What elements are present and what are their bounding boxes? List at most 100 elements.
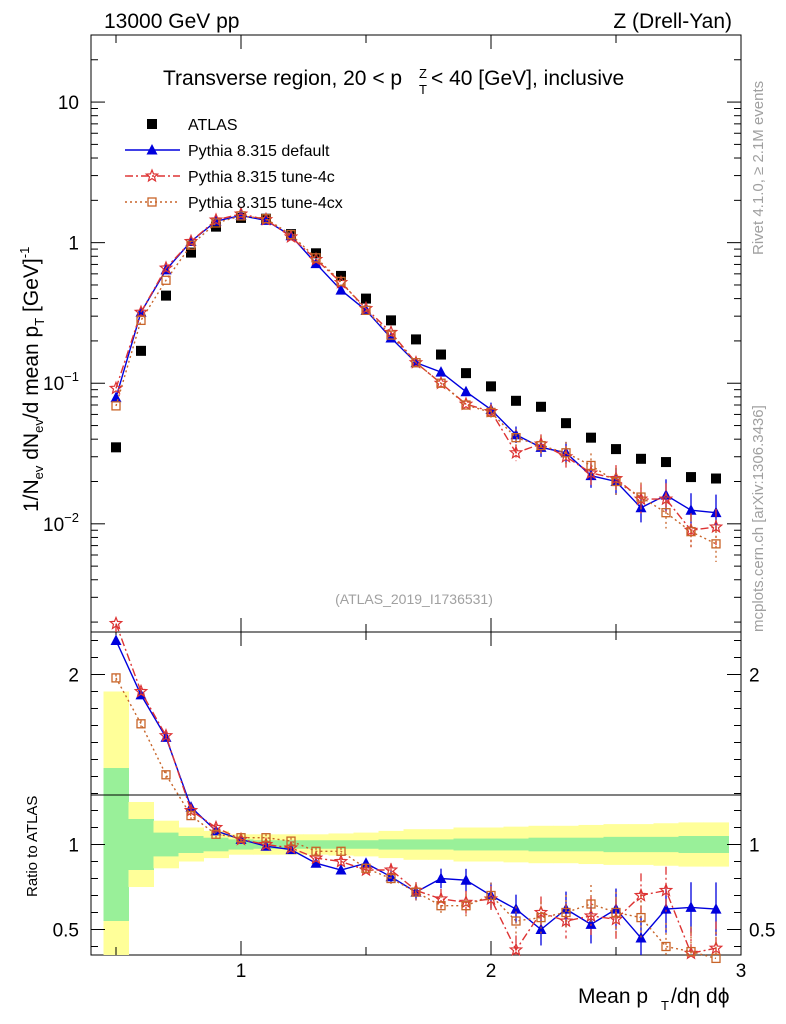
data-point-atlas <box>636 453 646 464</box>
ratio-point-pythia-8-315-tune-4cx <box>661 941 671 952</box>
main-y-tick-label: 1 <box>68 234 79 255</box>
data-point-pythia-8-315-tune-4cx <box>711 539 721 549</box>
data-point-pythia-8-315-tune-4cx <box>586 460 596 471</box>
inner-uncertainty-band <box>103 768 129 921</box>
data-point-pythia-8-315-tune-4cx <box>161 275 171 285</box>
series-line-pythia-8-315-tune-4c <box>115 213 717 531</box>
ratio-point-pythia-8-315-tune-4cx <box>211 829 221 839</box>
data-point-pythia-8-315-tune-4c <box>658 491 674 506</box>
legend-marker-pythia-8-315-tune-4c <box>144 168 160 183</box>
ratio-point-pythia-8-315-default <box>585 918 597 929</box>
ratio-point-pythia-8-315-default <box>660 903 672 914</box>
inner-uncertainty-band <box>628 836 654 853</box>
inner-uncertainty-band <box>153 832 179 857</box>
data-point-atlas <box>186 247 196 258</box>
ratio-point-pythia-8-315-tune-4cx <box>361 863 371 873</box>
svg-text:1/Nev dNev/d mean pT [GeV]-1: 1/Nev dNev/d mean pT [GeV]-1 <box>17 247 47 512</box>
data-point-atlas <box>661 457 671 468</box>
data-point-atlas <box>436 349 446 360</box>
data-point-pythia-8-315-default <box>685 504 697 515</box>
inner-uncertainty-band <box>228 839 254 850</box>
main-y-tick-label: 10 <box>58 93 79 114</box>
svg-text:< 40 [GeV], inclusive: < 40 [GeV], inclusive <box>431 67 624 90</box>
data-point-pythia-8-315-tune-4cx <box>386 330 396 340</box>
data-point-pythia-8-315-tune-4cx <box>611 476 621 487</box>
data-point-pythia-8-315-tune-4cx <box>686 526 696 537</box>
ratio-point-pythia-8-315-default <box>710 903 722 914</box>
ratio-point-pythia-8-315-tune-4c <box>158 728 174 742</box>
ratio-y-tick-label-left: 2 <box>68 666 79 687</box>
ratio-point-pythia-8-315-tune-4cx <box>436 901 446 911</box>
ratio-point-pythia-8-315-default <box>110 634 122 645</box>
legend-label-pythia-8-315-tune-4c: Pythia 8.315 tune-4c <box>188 169 335 186</box>
ratio-line-pythia-8-315-tune-4c <box>115 623 717 955</box>
data-point-pythia-8-315-tune-4c <box>583 465 599 480</box>
ratio-point-pythia-8-315-tune-4cx <box>136 719 146 729</box>
main-series-group <box>108 206 724 562</box>
data-point-atlas <box>511 395 521 406</box>
data-point-atlas <box>111 442 121 453</box>
ratio-y-axis-title: Ratio to ATLAS <box>24 796 41 897</box>
ratio-point-pythia-8-315-tune-4c <box>333 853 349 868</box>
svg-text:Z: Z <box>419 66 427 81</box>
inner-uncertainty-band <box>703 836 729 853</box>
ratio-y-tick-label-left: 0.5 <box>53 921 79 942</box>
data-point-pythia-8-315-tune-4cx <box>461 400 471 410</box>
data-point-atlas <box>611 444 621 455</box>
legend-label-atlas: ATLAS <box>188 117 238 134</box>
ratio-point-pythia-8-315-tune-4c <box>283 840 299 855</box>
data-point-atlas <box>386 315 396 326</box>
x-tick-label: 3 <box>736 961 747 982</box>
data-point-pythia-8-315-default <box>435 366 447 377</box>
main-title: Transverse region, 20 < p Z T < 40 [GeV]… <box>163 66 624 97</box>
data-point-pythia-8-315-tune-4cx <box>486 407 496 418</box>
data-point-pythia-8-315-tune-4c <box>108 380 124 395</box>
ratio-point-pythia-8-315-tune-4c <box>133 683 149 698</box>
data-point-atlas <box>411 334 421 345</box>
data-point-pythia-8-315-tune-4cx <box>636 492 646 502</box>
data-point-pythia-8-315-tune-4c <box>708 519 724 534</box>
ratio-point-pythia-8-315-tune-4cx <box>511 916 521 926</box>
ratio-point-pythia-8-315-tune-4cx <box>561 907 571 918</box>
data-point-pythia-8-315-tune-4cx <box>511 433 521 443</box>
data-point-pythia-8-315-default <box>310 257 322 269</box>
ratio-point-pythia-8-315-tune-4c <box>658 882 674 897</box>
ratio-x-axis-title: Mean p T /dη dϕ <box>578 985 729 1013</box>
inner-uncertainty-band <box>553 837 579 852</box>
main-y-axis-title: 1/Nev dNev/d mean pT [GeV]-1 <box>17 247 47 512</box>
data-point-atlas <box>136 345 146 356</box>
ratio-point-pythia-8-315-tune-4cx <box>336 846 346 856</box>
ratio-point-pythia-8-315-tune-4cx <box>261 833 271 843</box>
inner-uncertainty-band <box>528 837 554 852</box>
ratio-y-tick-label-right: 1 <box>749 836 760 857</box>
ratio-point-pythia-8-315-tune-4cx <box>536 912 546 923</box>
mcplots-side-label: mcplots.cern.ch [arXiv:1306.3436] <box>750 405 767 632</box>
process-label: Z (Drell-Yan) <box>613 10 732 33</box>
data-point-pythia-8-315-default <box>335 284 347 295</box>
data-point-atlas <box>711 473 721 484</box>
x-tick-label: 1 <box>236 961 247 982</box>
legend-marker-pythia-8-315-default <box>146 144 158 155</box>
ratio-point-pythia-8-315-tune-4cx <box>636 912 646 923</box>
ratio-point-pythia-8-315-tune-4c <box>308 850 324 865</box>
data-point-atlas <box>486 381 496 392</box>
data-point-atlas <box>161 290 171 301</box>
legend-label-pythia-8-315-default: Pythia 8.315 default <box>188 143 330 160</box>
svg-text:T: T <box>419 82 427 97</box>
data-point-atlas <box>361 293 371 304</box>
ratio-uncertainty-bands <box>103 691 729 955</box>
ratio-point-pythia-8-315-tune-4cx <box>186 810 196 821</box>
data-point-pythia-8-315-tune-4cx <box>436 378 446 388</box>
inner-uncertainty-band <box>478 838 504 851</box>
data-point-pythia-8-315-tune-4c <box>208 212 224 227</box>
data-point-pythia-8-315-tune-4cx <box>411 358 421 368</box>
ratio-y-tick-label-left: 1 <box>68 836 79 857</box>
data-point-pythia-8-315-tune-4cx <box>536 440 546 451</box>
data-point-pythia-8-315-tune-4c <box>158 260 174 275</box>
data-point-atlas <box>686 472 696 483</box>
ratio-point-pythia-8-315-tune-4c <box>508 942 524 957</box>
data-point-pythia-8-315-tune-4cx <box>111 401 121 411</box>
ratio-point-pythia-8-315-tune-4c <box>108 615 124 630</box>
ratio-point-pythia-8-315-default <box>335 864 347 875</box>
